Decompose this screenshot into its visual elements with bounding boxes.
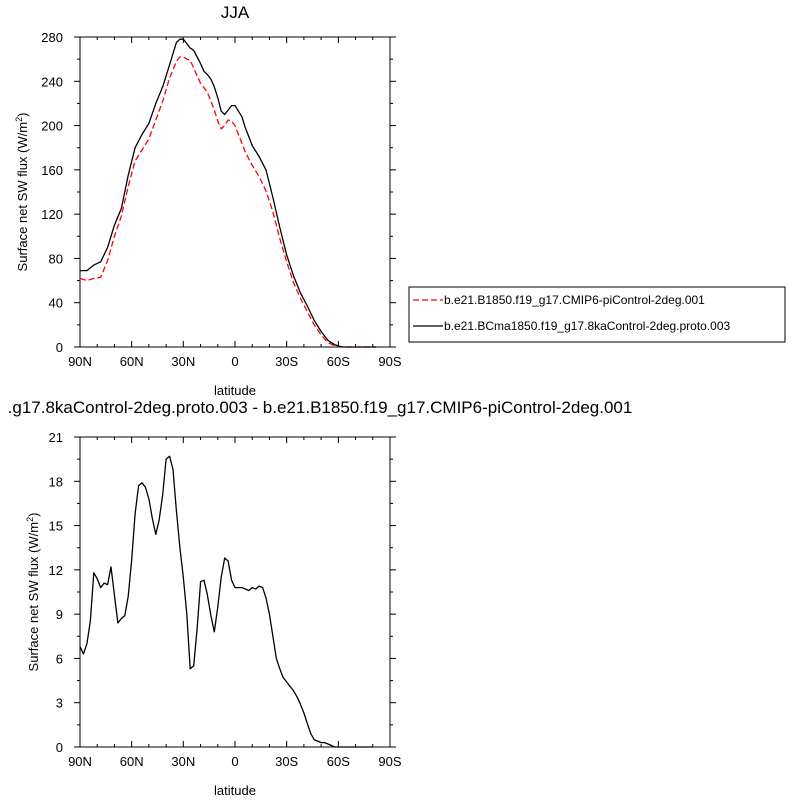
x-tick-label: 30N bbox=[171, 754, 195, 769]
y-tick-label: 200 bbox=[41, 119, 63, 134]
legend-box bbox=[408, 286, 786, 343]
y-tick-label: 15 bbox=[49, 519, 63, 534]
y-tick-label: 240 bbox=[41, 74, 63, 89]
x-tick-label: 90S bbox=[378, 354, 401, 369]
x-tick-label: 30N bbox=[171, 354, 195, 369]
x-tick-label: 0 bbox=[231, 354, 238, 369]
y-tick-label: 280 bbox=[41, 30, 63, 45]
x-axis-label: latitude bbox=[214, 383, 256, 398]
x-tick-label: 90S bbox=[378, 754, 401, 769]
y-tick-label: 80 bbox=[49, 251, 63, 266]
y-tick-label: 0 bbox=[56, 340, 63, 355]
legend-entry-8kaControl: b.e21.BCma1850.f19_g17.8kaControl-2deg.p… bbox=[444, 319, 731, 333]
series-line-1 bbox=[79, 455, 373, 748]
series-line-1 bbox=[79, 56, 377, 348]
y-tick-label: 160 bbox=[41, 163, 63, 178]
legend-entry-piControl: b.e21.B1850.f19_g17.CMIP6-piControl-2deg… bbox=[444, 293, 705, 307]
x-tick-label: 60S bbox=[327, 354, 350, 369]
plot-lines bbox=[79, 38, 377, 348]
x-tick-label: 60N bbox=[120, 754, 144, 769]
y-tick-label: 12 bbox=[49, 563, 63, 578]
plot-frame bbox=[79, 436, 391, 748]
chart-title: JJA bbox=[221, 3, 250, 22]
y-tick-label: 9 bbox=[56, 607, 63, 622]
x-tick-label: 60S bbox=[327, 754, 350, 769]
y-tick-label: 3 bbox=[56, 696, 63, 711]
bottom-chart: .g17.8kaControl-2deg.proto.003 - b.e21.B… bbox=[8, 398, 633, 798]
axis-ticks: 90N 60N 30N 0 30S 60S 90S 0 3 6 9 12 15 18 21 bbox=[49, 430, 402, 769]
y-tick-label: 6 bbox=[56, 651, 63, 666]
x-tick-label: 0 bbox=[231, 754, 238, 769]
y-tick-label: 0 bbox=[56, 740, 63, 755]
y-tick-label: 40 bbox=[49, 296, 63, 311]
y-tick-label: 120 bbox=[41, 207, 63, 222]
top-chart: JJA 90N 60N 30N 0 30S 60S 90S 0 40 80 120 160 200 240… bbox=[14, 3, 786, 398]
y-tick-label: 21 bbox=[49, 430, 63, 445]
axis-ticks: 90N 60N 30N 0 30S 60S 90S 0 40 80 120 160 200 240 280 bbox=[41, 30, 402, 369]
y-axis-label: Surface net SW flux (W/m2) bbox=[25, 513, 41, 672]
x-tick-label: 90N bbox=[68, 354, 92, 369]
x-tick-label: 30S bbox=[275, 354, 298, 369]
legend: b.e21.B1850.f19_g17.CMIP6-piControl-2deg… bbox=[408, 286, 786, 343]
plot-lines bbox=[79, 455, 373, 748]
x-tick-label: 30S bbox=[275, 754, 298, 769]
y-axis-label: Surface net SW flux (W/m2) bbox=[14, 113, 30, 272]
x-tick-label: 90N bbox=[68, 754, 92, 769]
chart-title: .g17.8kaControl-2deg.proto.003 - b.e21.B… bbox=[8, 398, 633, 417]
series-line-2 bbox=[80, 38, 377, 348]
x-tick-label: 60N bbox=[120, 354, 144, 369]
y-tick-label: 18 bbox=[49, 474, 63, 489]
x-axis-label: latitude bbox=[214, 783, 256, 798]
